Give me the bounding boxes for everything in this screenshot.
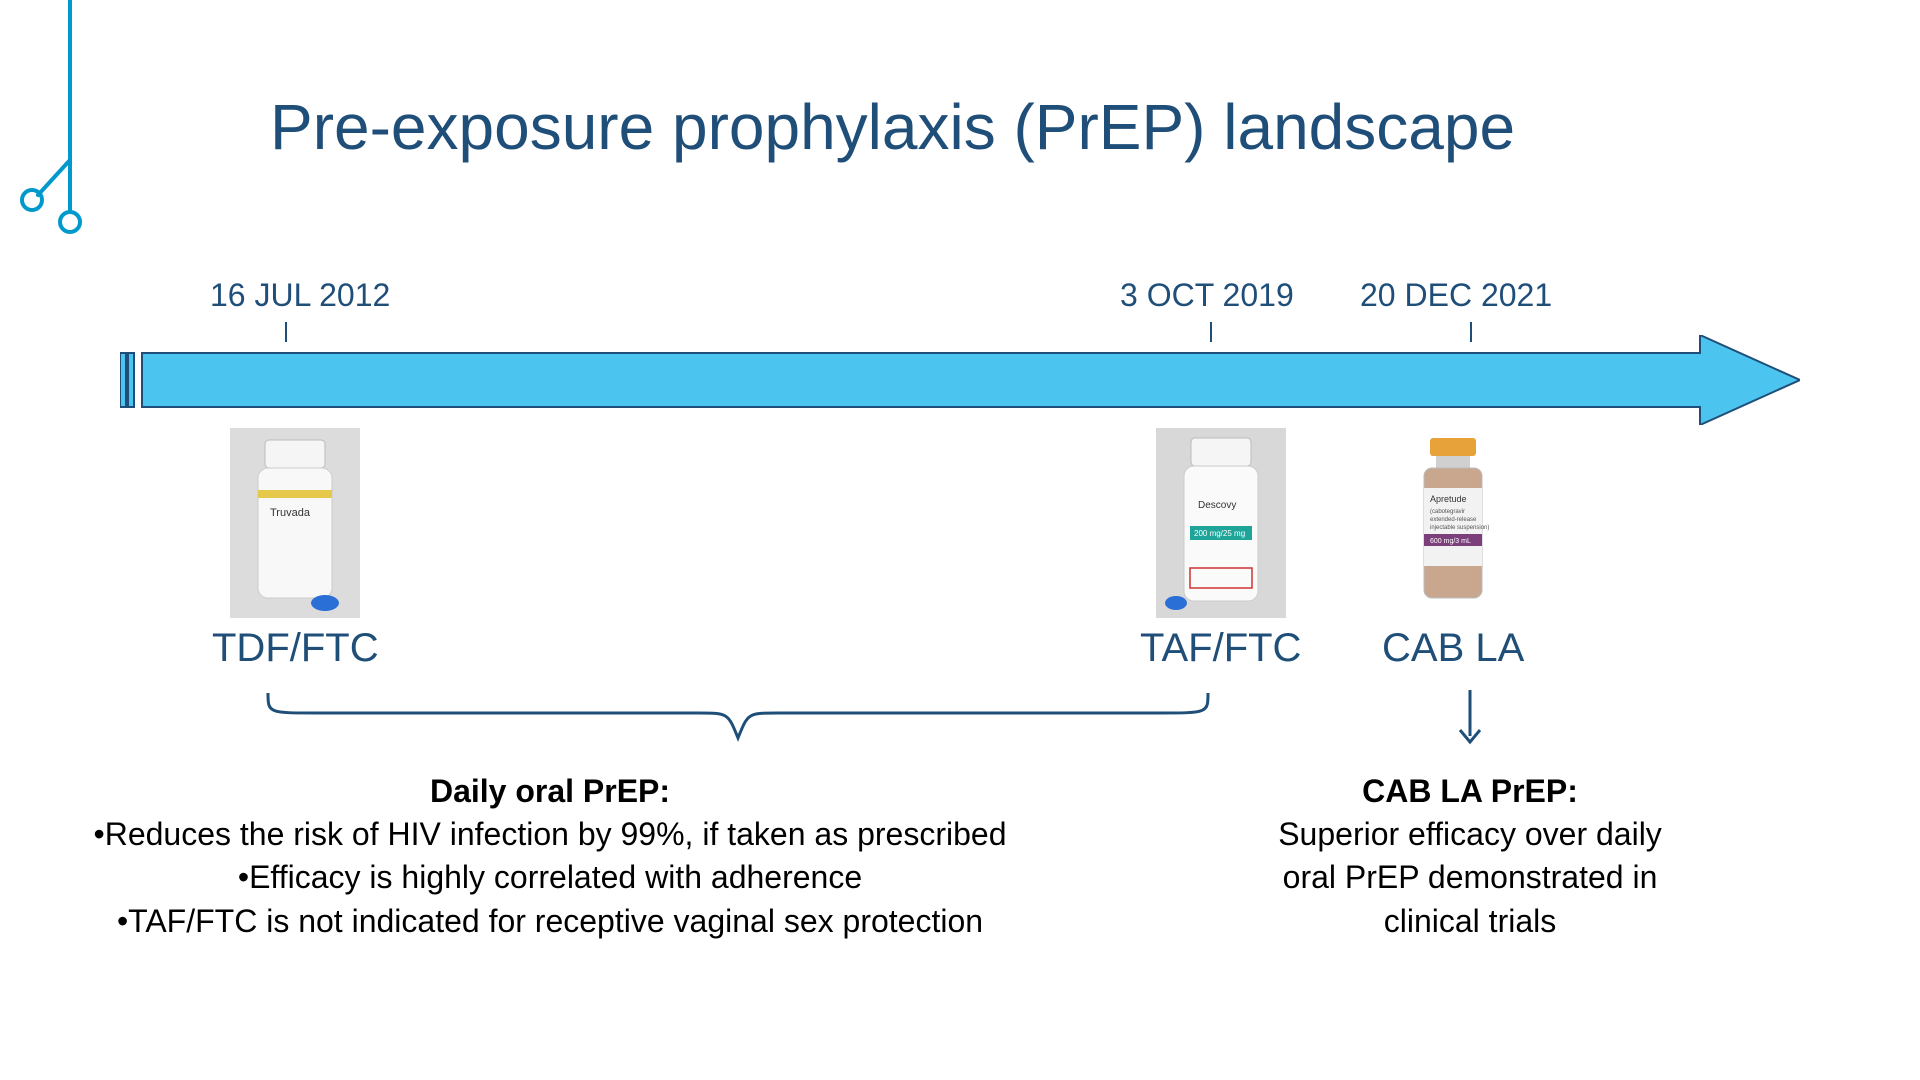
svg-text:injectable suspension): injectable suspension) — [1430, 525, 1489, 531]
date-label-3: 20 DEC 2021 — [1360, 277, 1552, 314]
brace-icon — [258, 688, 1218, 748]
bullet-text: •Reduces the risk of HIV infection by 99… — [40, 813, 1060, 856]
product-label: TDF/FTC — [212, 626, 379, 671]
product-label: CAB LA — [1382, 626, 1524, 671]
product-label: TAF/FTC — [1140, 626, 1301, 671]
decorative-branch-icon — [0, 0, 120, 280]
arrow-down-icon — [1455, 690, 1485, 750]
cab-la-description: CAB LA PrEP: Superior efficacy over dail… — [1270, 770, 1670, 943]
timeline-arrow — [120, 335, 1800, 415]
svg-text:Apretude: Apretude — [1430, 494, 1467, 504]
product-apretude: Apretude (cabotegravir extended-release … — [1382, 428, 1524, 671]
bullet-text: •Efficacy is highly correlated with adhe… — [40, 856, 1060, 899]
bottle-icon: Truvada — [230, 428, 360, 618]
vial-icon: Apretude (cabotegravir extended-release … — [1388, 428, 1518, 618]
svg-text:Truvada: Truvada — [270, 507, 311, 519]
product-truvada: Truvada TDF/FTC — [212, 428, 379, 671]
svg-text:600 mg/3 mL: 600 mg/3 mL — [1430, 538, 1471, 545]
svg-text:(cabotegravir: (cabotegravir — [1430, 509, 1465, 515]
bottle-icon: Descovy 200 mg/25 mg — [1156, 428, 1286, 618]
product-descovy: Descovy 200 mg/25 mg TAF/FTC — [1140, 428, 1301, 671]
cab-la-heading: CAB LA PrEP: — [1362, 773, 1578, 809]
cab-la-body: Superior efficacy over daily oral PrEP d… — [1278, 816, 1662, 938]
svg-text:extended-release: extended-release — [1430, 517, 1477, 523]
bullet-text: •TAF/FTC is not indicated for receptive … — [40, 900, 1060, 943]
oral-prep-description: Daily oral PrEP: •Reduces the risk of HI… — [40, 770, 1060, 943]
oral-prep-heading: Daily oral PrEP: — [430, 773, 670, 809]
svg-text:200 mg/25 mg: 200 mg/25 mg — [1194, 529, 1245, 538]
slide-title: Pre-exposure prophylaxis (PrEP) landscap… — [270, 90, 1515, 164]
svg-text:Descovy: Descovy — [1198, 500, 1236, 511]
date-label-1: 16 JUL 2012 — [210, 277, 390, 314]
date-label-2: 3 OCT 2019 — [1120, 277, 1294, 314]
